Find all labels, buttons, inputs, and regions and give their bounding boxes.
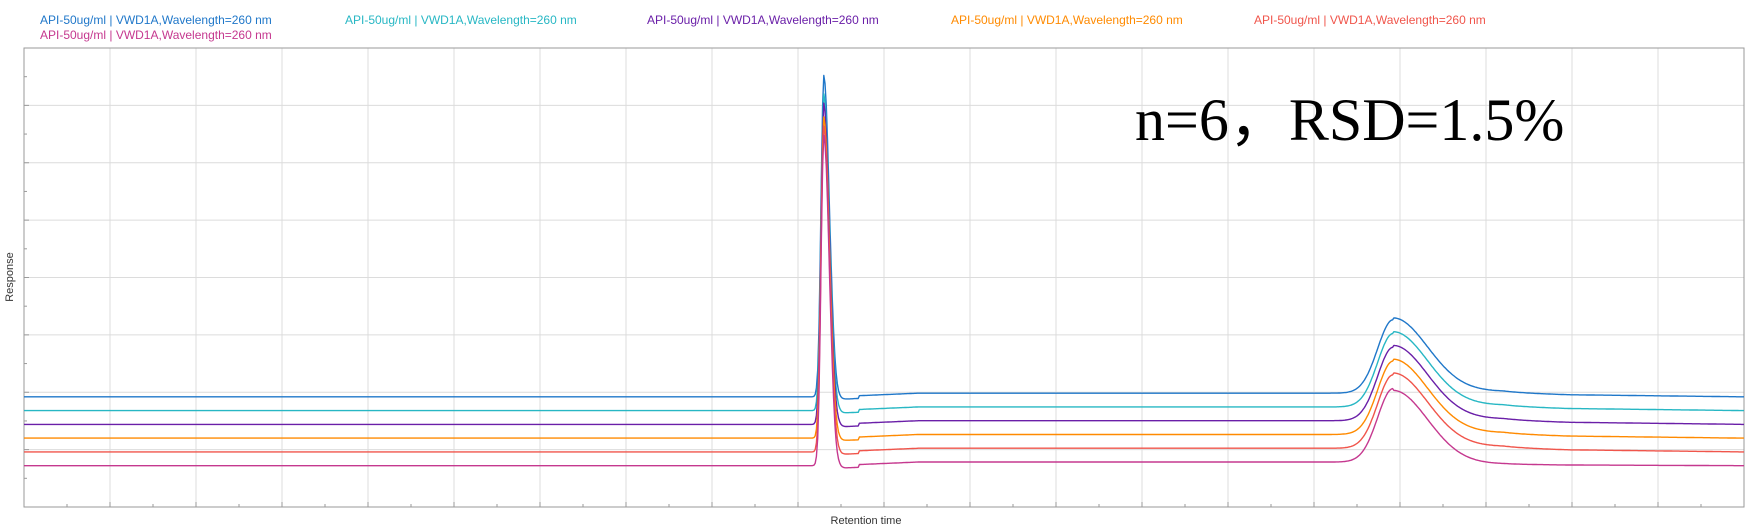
legend: API-50ug/ml | VWD1A,Wavelength=260 nm AP… [0, 0, 1749, 48]
legend-entry: API-50ug/ml | VWD1A,Wavelength=260 nm [951, 13, 1183, 27]
series-line-1 [24, 74, 1744, 400]
annotation: n=6，RSD=1.5% [1135, 87, 1564, 153]
y-axis-label: Response [4, 252, 16, 302]
series-line-6 [24, 134, 1744, 469]
legend-entry: API-50ug/ml | VWD1A,Wavelength=260 nm [40, 28, 272, 42]
legend-entry: API-50ug/ml | VWD1A,Wavelength=260 nm [647, 13, 879, 27]
grid [24, 48, 1744, 507]
axis-ticks [23, 47, 1745, 508]
x-axis-label: Retention time [831, 515, 902, 527]
legend-entry: API-50ug/ml | VWD1A,Wavelength=260 nm [40, 13, 272, 27]
series-line-2 [24, 93, 1744, 414]
legend-entry: API-50ug/ml | VWD1A,Wavelength=260 nm [345, 13, 577, 27]
series-line-5 [24, 125, 1744, 455]
series-line-3 [24, 102, 1744, 428]
series-line-4 [24, 116, 1744, 441]
legend-entry: API-50ug/ml | VWD1A,Wavelength=260 nm [1254, 13, 1486, 27]
series-group [24, 74, 1744, 469]
